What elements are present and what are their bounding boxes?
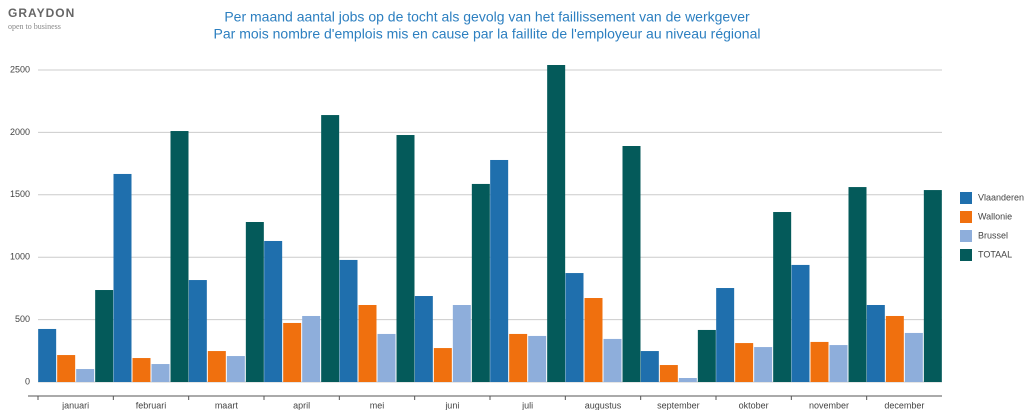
x-tick-label: oktober [739, 400, 769, 410]
bar [433, 348, 452, 382]
bar [547, 65, 566, 383]
bar [848, 187, 867, 382]
bar [151, 364, 170, 382]
bar [207, 351, 226, 382]
x-tick-label: april [293, 400, 310, 410]
y-tick-label: 500 [15, 314, 30, 324]
bar [358, 304, 377, 382]
bar [866, 304, 885, 382]
bar [622, 146, 641, 382]
bar [603, 338, 622, 382]
bar [38, 328, 57, 382]
x-tick-label: februari [136, 400, 167, 410]
bar [245, 222, 264, 382]
bar [716, 288, 735, 382]
bar [377, 333, 396, 382]
bar [95, 290, 114, 382]
bar [76, 369, 95, 382]
x-tick-label: mei [370, 400, 385, 410]
x-tick-label: september [657, 400, 700, 410]
y-tick-label: 0 [25, 376, 30, 386]
bar [754, 347, 773, 382]
bar [132, 358, 151, 382]
chart-title: Per maand aantal jobs op de tocht als ge… [224, 9, 750, 25]
bar [170, 131, 189, 382]
bar [226, 356, 245, 382]
x-tick-label: juni [444, 400, 459, 410]
bar [414, 296, 433, 382]
legend-label: Wallonie [978, 211, 1012, 221]
bar [321, 115, 340, 383]
bar [565, 273, 584, 382]
bar [113, 173, 132, 382]
tagline: open to business [8, 22, 61, 31]
x-tick-label: augustus [585, 400, 622, 410]
chart-subtitle: Par mois nombre d'emplois mis en cause p… [214, 26, 761, 42]
y-tick-label: 1500 [10, 189, 30, 199]
bar [697, 329, 716, 382]
bar [640, 351, 659, 382]
legend-label: TOTAAL [978, 249, 1012, 259]
x-tick-label: november [809, 400, 849, 410]
legend-swatch [960, 211, 972, 223]
bar [396, 135, 415, 382]
bar [735, 343, 754, 382]
bar [57, 355, 76, 382]
bar [773, 212, 792, 382]
y-tick-label: 2000 [10, 127, 30, 137]
legend-label: Brussel [978, 230, 1008, 240]
bar [264, 240, 283, 382]
bar [810, 341, 829, 382]
bar [904, 332, 923, 382]
bar [885, 315, 904, 382]
bar [528, 335, 547, 382]
legend-swatch [960, 249, 972, 261]
bar [678, 378, 697, 382]
bar [584, 298, 603, 382]
bar [829, 345, 848, 382]
x-tick-label: januari [61, 400, 89, 410]
logo: GRAYDON [8, 6, 75, 20]
x-tick-label: december [884, 400, 924, 410]
bar [490, 159, 509, 382]
bar [659, 365, 678, 382]
legend-swatch [960, 192, 972, 204]
y-tick-label: 1000 [10, 252, 30, 262]
bar [283, 322, 302, 382]
x-tick-label: maart [215, 400, 239, 410]
bar [188, 280, 207, 382]
y-tick-label: 2500 [10, 64, 30, 74]
bar [471, 183, 490, 382]
bar [509, 333, 528, 382]
legend-label: Vlaanderen [978, 192, 1024, 202]
x-tick-label: juli [521, 400, 533, 410]
bar [791, 264, 810, 382]
bar [302, 315, 321, 382]
bar [923, 190, 942, 382]
legend-swatch [960, 230, 972, 242]
bar [339, 259, 358, 382]
bar [452, 304, 471, 382]
